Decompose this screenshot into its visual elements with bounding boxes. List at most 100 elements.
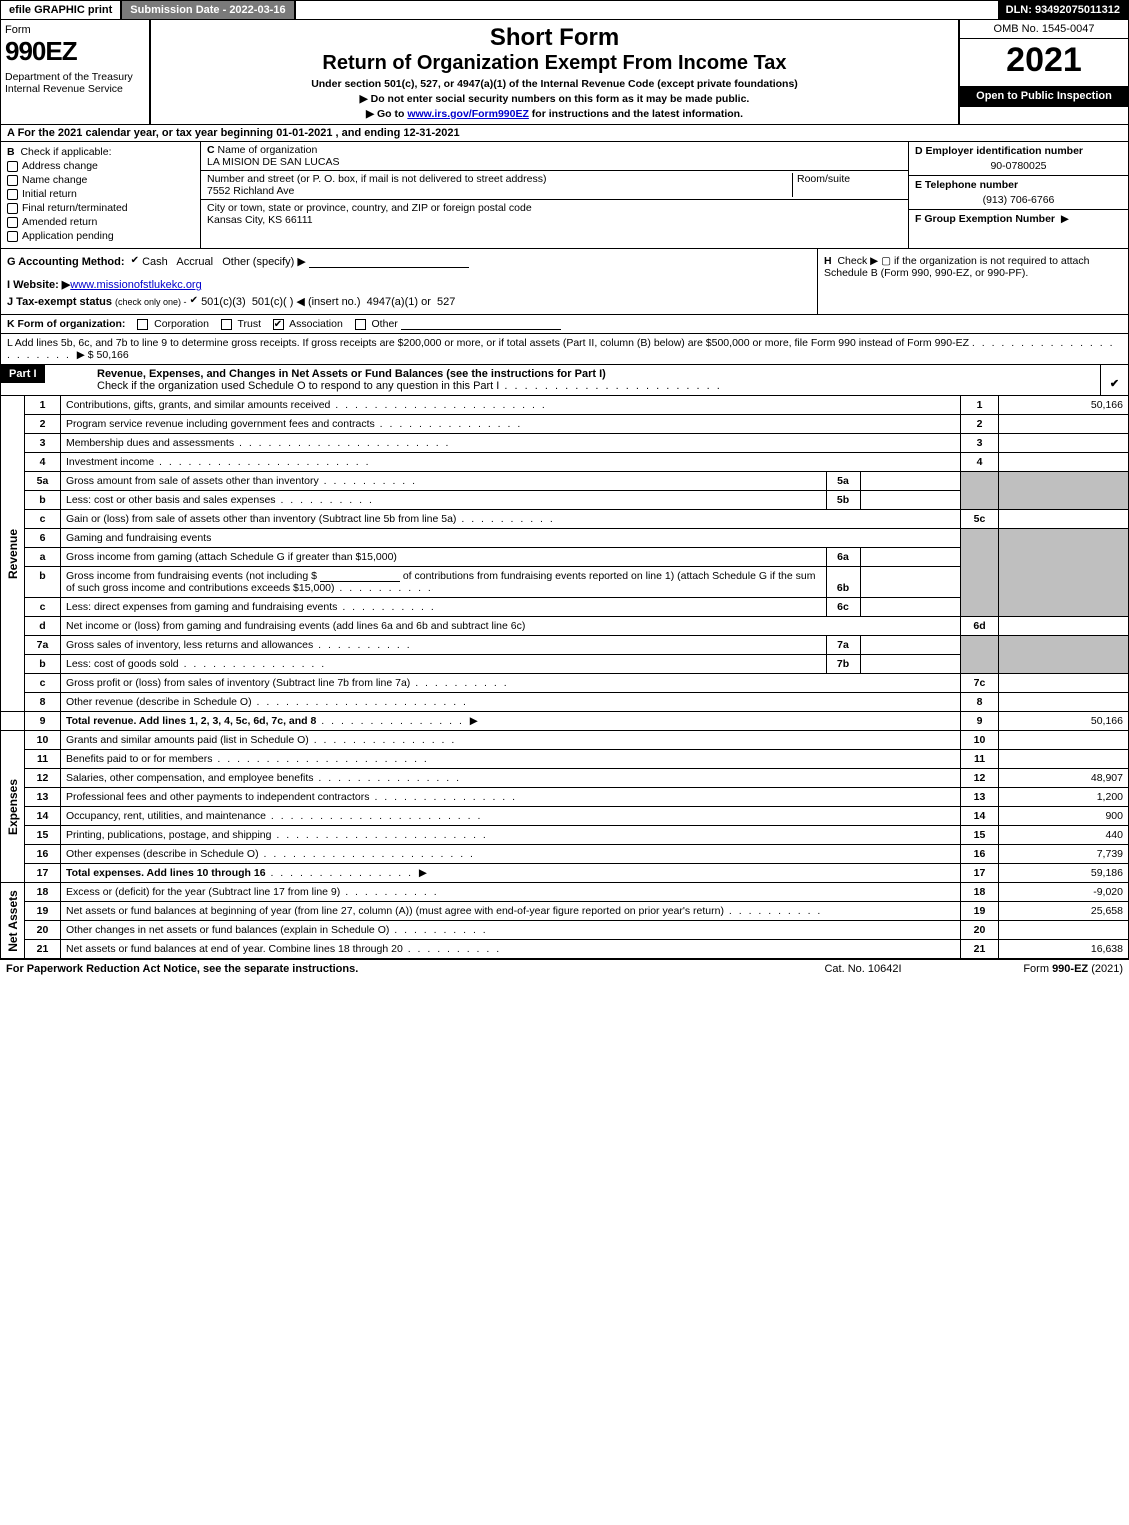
header-right: OMB No. 1545-0047 2021 Open to Public In…: [958, 20, 1128, 124]
row-3: 3Membership dues and assessments 3: [1, 434, 1129, 453]
row-4: 4Investment income 4: [1, 453, 1129, 472]
return-title: Return of Organization Exempt From Incom…: [159, 52, 950, 75]
row-21: 21Net assets or fund balances at end of …: [1, 940, 1129, 959]
city-caption: City or town, state or province, country…: [207, 202, 532, 214]
chk-corporation[interactable]: [137, 319, 148, 330]
gross-receipts-amount: 50,166: [97, 349, 129, 361]
gh-row: G Accounting Method: Cash Accrual Other …: [0, 249, 1129, 315]
d-ein: D Employer identification number 90-0780…: [909, 142, 1128, 176]
row-6c: c Less: direct expenses from gaming and …: [1, 598, 1129, 617]
row-7a: 7a Gross sales of inventory, less return…: [1, 636, 1129, 655]
name-caption: Name of organization: [218, 144, 318, 156]
val-14: 900: [999, 807, 1129, 826]
submission-date: Submission Date - 2022-03-16: [122, 1, 295, 19]
chk-name-change[interactable]: Name change: [7, 174, 194, 186]
chk-other-org[interactable]: [355, 319, 366, 330]
val-15: 440: [999, 826, 1129, 845]
phone-value: (913) 706-6766: [915, 194, 1122, 206]
section-c: C Name of organization LA MISION DE SAN …: [201, 142, 908, 248]
irs-link[interactable]: www.irs.gov/Form990EZ: [407, 108, 529, 120]
section-h: H Check ▶ ▢ if the organization is not r…: [818, 249, 1128, 314]
footer: For Paperwork Reduction Act Notice, see …: [0, 959, 1129, 978]
chk-app-pending[interactable]: Application pending: [7, 230, 194, 242]
section-l: L Add lines 5b, 6c, and 7b to line 9 to …: [0, 334, 1129, 365]
row-10: Expenses 10Grants and similar amounts pa…: [1, 731, 1129, 750]
val-1: 50,166: [999, 396, 1129, 415]
val-9: 50,166: [999, 712, 1129, 731]
other-org-line[interactable]: [401, 318, 561, 330]
section-def: D Employer identification number 90-0780…: [908, 142, 1128, 248]
row-1: Revenue 1 Contributions, gifts, grants, …: [1, 396, 1129, 415]
row-9: 9Total revenue. Add lines 1, 2, 3, 4, 5c…: [1, 712, 1129, 731]
part-i-label: Part I: [1, 365, 45, 383]
check-if-applicable: Check if applicable:: [20, 146, 111, 158]
section-g: G Accounting Method: Cash Accrual Other …: [1, 249, 818, 314]
row-a-tax-year: A For the 2021 calendar year, or tax yea…: [0, 125, 1129, 142]
row-6b: b Gross income from fundraising events (…: [1, 567, 1129, 598]
val-17: 59,186: [999, 864, 1129, 883]
goto-link-line: ▶ Go to www.irs.gov/Form990EZ for instru…: [159, 108, 950, 120]
chk-amended[interactable]: Amended return: [7, 216, 194, 228]
section-b: B Check if applicable: Address change Na…: [1, 142, 201, 248]
row-20: 20Other changes in net assets or fund ba…: [1, 921, 1129, 940]
c-letter: C: [207, 144, 215, 156]
section-k: K Form of organization: Corporation Trus…: [0, 315, 1129, 334]
street-value: 7552 Richland Ave: [207, 185, 294, 197]
row-16: 16Other expenses (describe in Schedule O…: [1, 845, 1129, 864]
form-header: Form 990EZ Department of the Treasury In…: [0, 20, 1129, 125]
row-6d: dNet income or (loss) from gaming and fu…: [1, 617, 1129, 636]
c-street-row: Number and street (or P. O. box, if mail…: [201, 171, 908, 200]
row-13: 13Professional fees and other payments t…: [1, 788, 1129, 807]
row-18: Net Assets 18Excess or (deficit) for the…: [1, 883, 1129, 902]
row-19: 19Net assets or fund balances at beginni…: [1, 902, 1129, 921]
efile-print-label[interactable]: efile GRAPHIC print: [1, 1, 122, 19]
form-ref: Form 990-EZ (2021): [953, 963, 1123, 975]
org-name: LA MISION DE SAN LUCAS: [207, 156, 339, 168]
row-2: 2Program service revenue including gover…: [1, 415, 1129, 434]
b-letter: B: [7, 146, 15, 158]
meta-grid: B Check if applicable: Address change Na…: [0, 142, 1129, 249]
chk-initial-return[interactable]: Initial return: [7, 188, 194, 200]
tax-year: 2021: [960, 39, 1128, 86]
val-13: 1,200: [999, 788, 1129, 807]
row-5a: 5a Gross amount from sale of assets othe…: [1, 472, 1129, 491]
c-city-row: City or town, state or province, country…: [201, 200, 908, 228]
chk-address-change[interactable]: Address change: [7, 160, 194, 172]
val-19: 25,658: [999, 902, 1129, 921]
form-number: 990EZ: [5, 36, 145, 67]
topbar: efile GRAPHIC print Submission Date - 20…: [0, 0, 1129, 20]
row-7b: b Less: cost of goods sold 7b: [1, 655, 1129, 674]
topbar-spacer: [296, 1, 998, 19]
short-form-title: Short Form: [159, 24, 950, 52]
cat-no: Cat. No. 10642I: [773, 963, 953, 975]
section-i: I Website: ▶www.missionofstlukekc.org: [7, 278, 811, 291]
f-group-exemption: F Group Exemption Number ▶: [909, 210, 1128, 228]
omb-number: OMB No. 1545-0047: [960, 20, 1128, 39]
side-revenue: Revenue: [1, 396, 25, 712]
val-12: 48,907: [999, 769, 1129, 788]
website-link[interactable]: www.missionofstlukekc.org: [70, 279, 201, 291]
e-phone: E Telephone number (913) 706-6766: [909, 176, 1128, 210]
chk-501c3[interactable]: [190, 296, 198, 308]
city-value: Kansas City, KS 66111: [207, 214, 313, 226]
other-specify-line[interactable]: [309, 256, 469, 268]
side-expenses: Expenses: [1, 731, 25, 883]
ein-value: 90-0780025: [915, 160, 1122, 172]
row-5b: b Less: cost or other basis and sales ex…: [1, 491, 1129, 510]
row-12: 12Salaries, other compensation, and empl…: [1, 769, 1129, 788]
row-7c: cGross profit or (loss) from sales of in…: [1, 674, 1129, 693]
row-5c: cGain or (loss) from sale of assets othe…: [1, 510, 1129, 529]
do-not-enter: ▶ Do not enter social security numbers o…: [159, 93, 950, 105]
row-11: 11Benefits paid to or for members11: [1, 750, 1129, 769]
side-net-assets: Net Assets: [1, 883, 25, 959]
row-6a: a Gross income from gaming (attach Sched…: [1, 548, 1129, 567]
street-caption: Number and street (or P. O. box, if mail…: [207, 173, 546, 185]
dln-label: DLN: 93492075011312: [998, 1, 1128, 19]
chk-trust[interactable]: [221, 319, 232, 330]
part-i-check: ✔: [1100, 365, 1128, 395]
chk-association[interactable]: [273, 319, 284, 330]
under-section: Under section 501(c), 527, or 4947(a)(1)…: [159, 78, 950, 90]
row-14: 14Occupancy, rent, utilities, and mainte…: [1, 807, 1129, 826]
chk-final-return[interactable]: Final return/terminated: [7, 202, 194, 214]
chk-cash[interactable]: [131, 256, 139, 268]
